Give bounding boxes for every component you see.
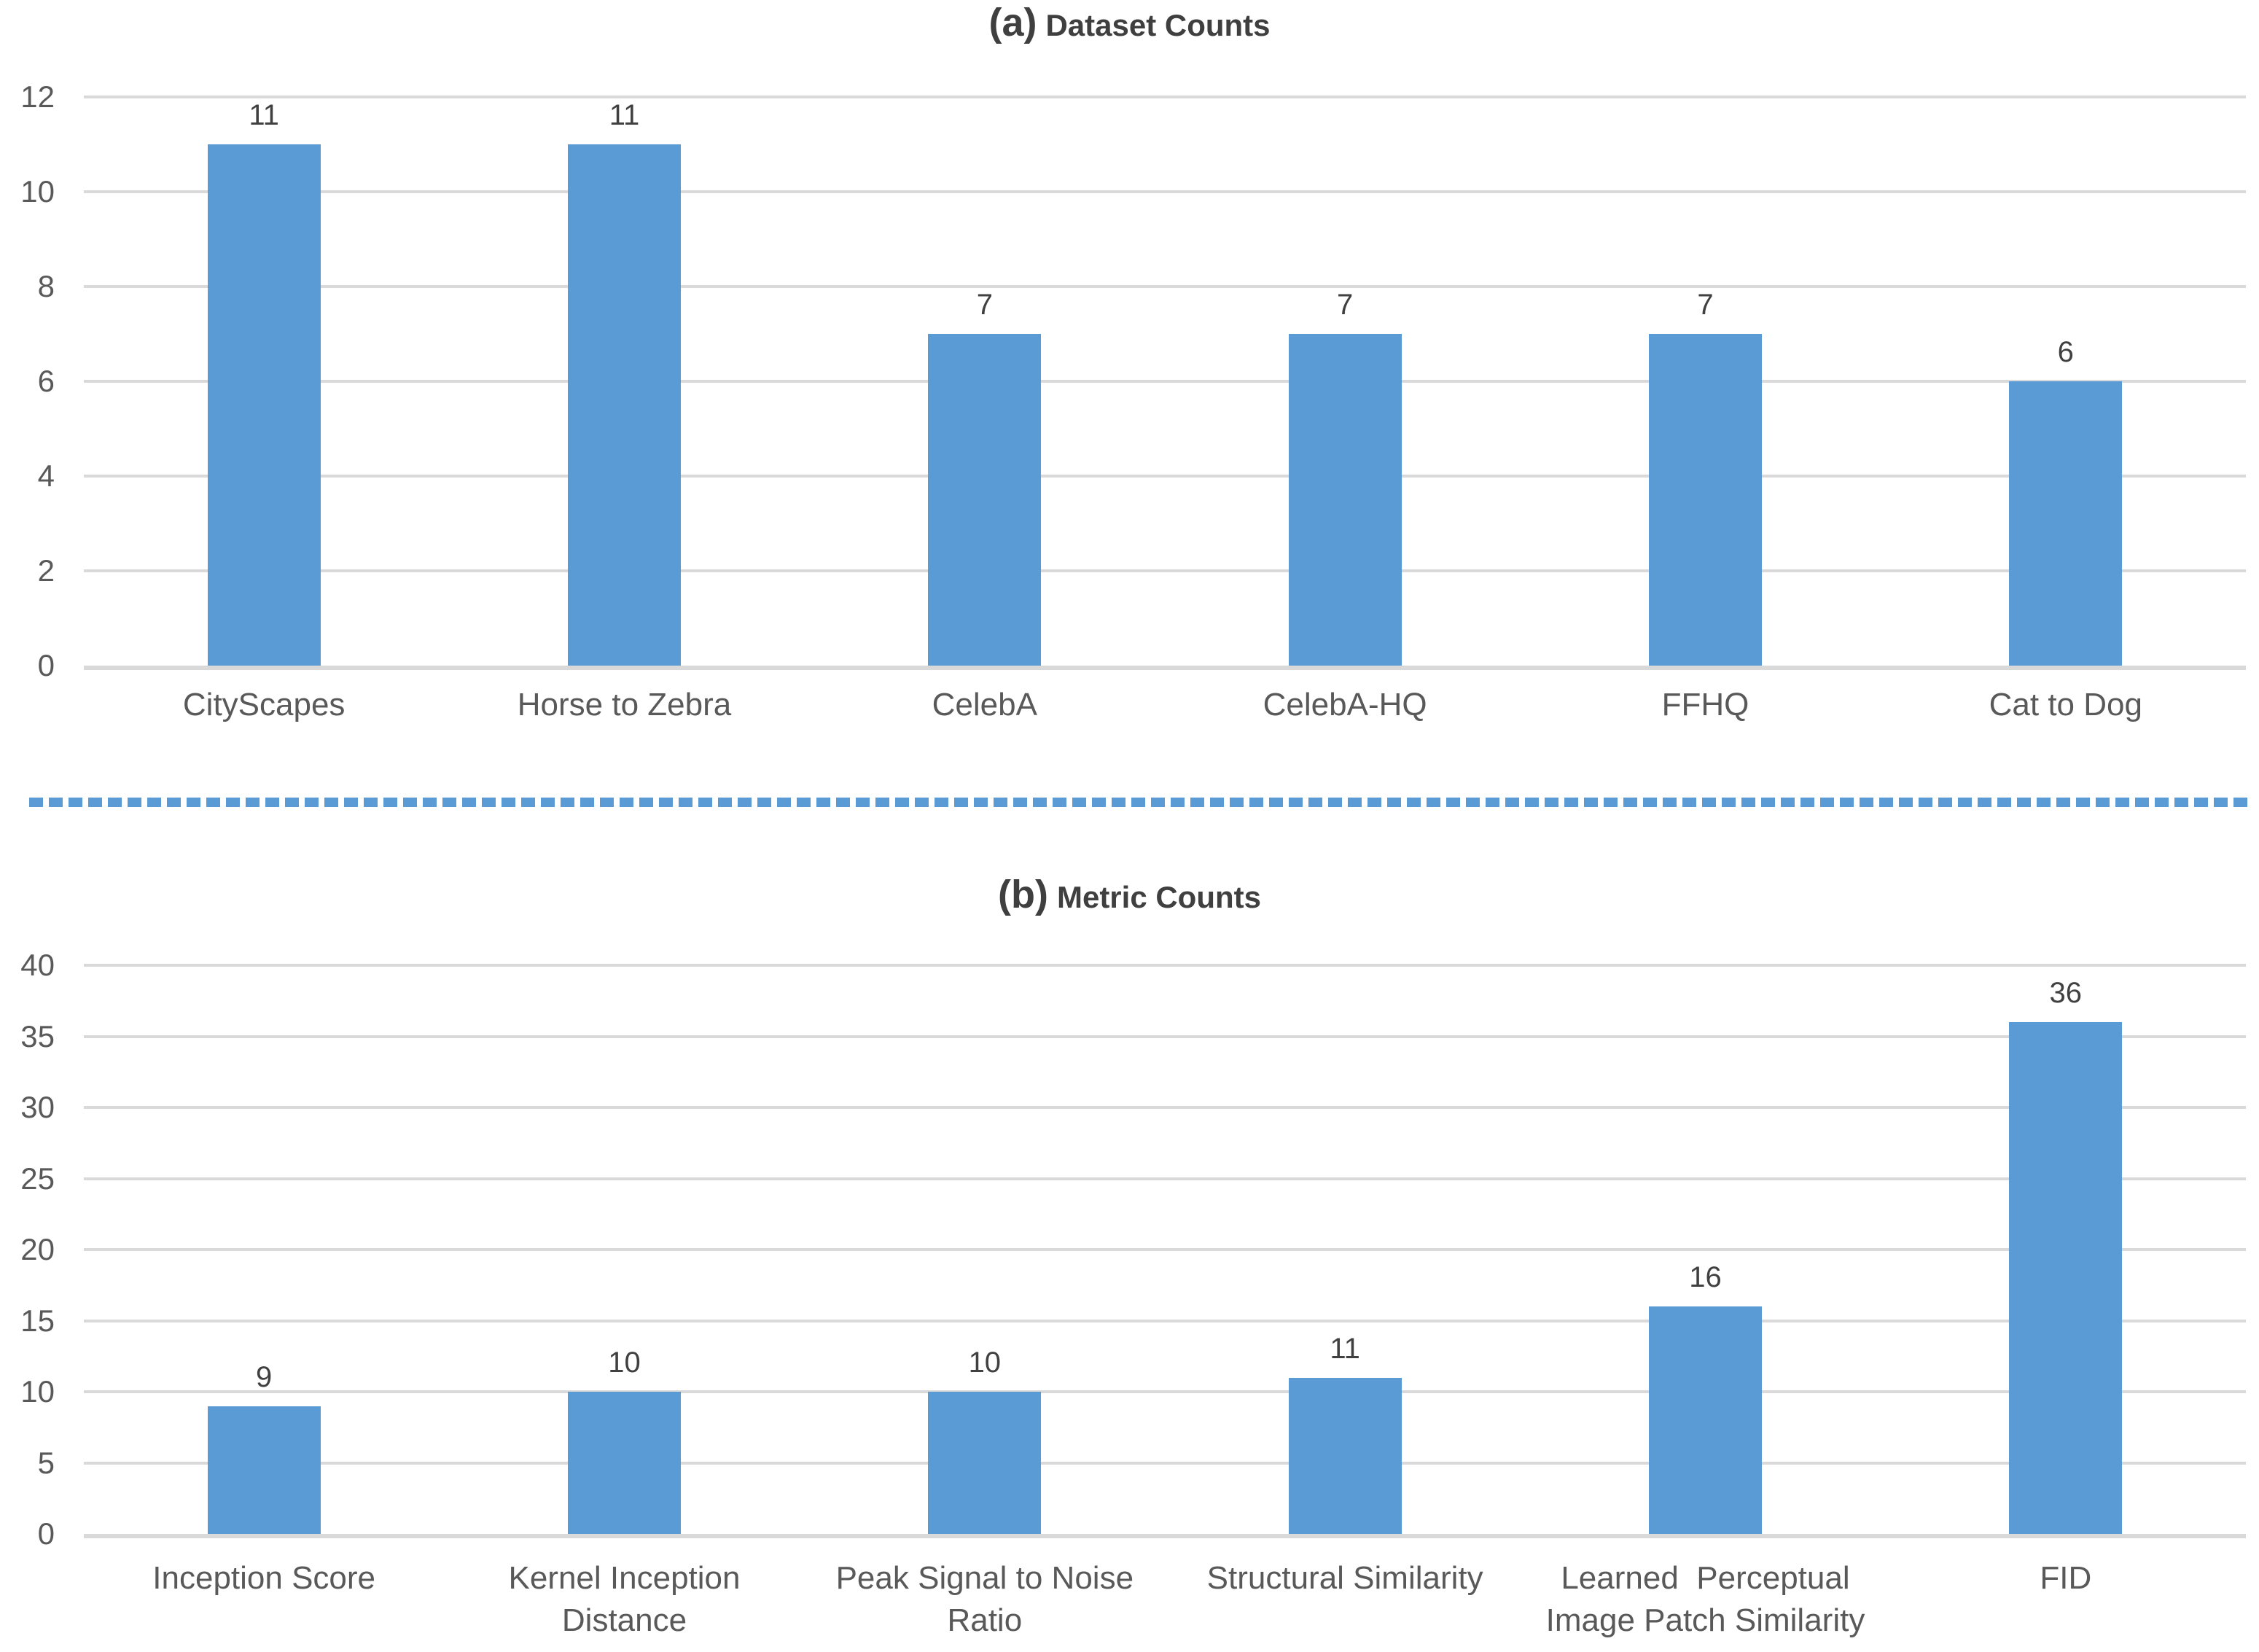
- gridline: [84, 569, 2246, 573]
- panel-b-x-axis: Inception Score Kernel Inception Distance…: [84, 1557, 2246, 1642]
- bar-slot: 10: [444, 965, 804, 1534]
- x-category-label: CityScapes: [182, 687, 346, 722]
- x-category-label: FFHQ: [1661, 687, 1749, 722]
- gridline: [84, 1248, 2246, 1251]
- bar: [2009, 1022, 2123, 1534]
- x-category-label: CelebA-HQ: [1263, 687, 1427, 722]
- panel-a-x-axis: CityScapes Horse to Zebra CelebA CelebA-HQ F…: [84, 684, 2246, 726]
- x-category-label: Inception Score: [152, 1560, 376, 1596]
- bar-slot: 16: [1525, 965, 1885, 1534]
- y-axis-tick-label: 25: [20, 1161, 55, 1196]
- panel-a-plot-area: 0 2 4 6 8 10 12 11 11 7 7 7 6: [20, 82, 2246, 681]
- bar: [207, 144, 321, 666]
- y-axis-tick-label: 2: [37, 553, 55, 588]
- bar: [1648, 334, 1762, 666]
- bar-value-label: 9: [256, 1360, 273, 1393]
- bar-slot: 7: [805, 97, 1165, 666]
- bar-slot: 10: [805, 965, 1165, 1534]
- gridline: [84, 1461, 2246, 1465]
- gridline: [84, 190, 2246, 193]
- bar-value-label: 11: [1330, 1332, 1360, 1365]
- bar-slot: 9: [84, 965, 444, 1534]
- y-axis-tick-label: 6: [37, 364, 55, 398]
- bar: [207, 1406, 321, 1534]
- gridline: [84, 285, 2246, 289]
- panel-b-title: (b) Metric Counts: [0, 872, 2259, 917]
- bar-value-label: 11: [249, 99, 279, 131]
- x-category-label: Kernel Inception Distance: [508, 1560, 741, 1638]
- x-category-label: Horse to Zebra: [517, 687, 732, 722]
- bar: [928, 334, 1042, 666]
- bar: [1648, 1306, 1762, 1534]
- gridline: [84, 964, 2246, 967]
- y-axis-tick-label: 8: [37, 269, 55, 304]
- gridline: [84, 1390, 2246, 1393]
- bar-value-label: 10: [968, 1347, 1002, 1379]
- panel-a-title-prefix: (a): [988, 1, 1037, 44]
- gridline: [84, 1319, 2246, 1322]
- y-axis-tick-label: 15: [20, 1303, 55, 1338]
- bar-slot: 6: [1886, 97, 2246, 666]
- gridline: [84, 475, 2246, 478]
- x-category-label: Structural Similarity: [1206, 1560, 1483, 1596]
- bar: [567, 1392, 681, 1534]
- bar-value-label: 7: [1697, 289, 1714, 321]
- panel-b-plot-area: 0 5 10 15 20 25 30 35 40 9 10 10 11 16 36: [20, 950, 2246, 1549]
- y-axis-tick-label: 40: [20, 948, 55, 982]
- y-axis-tick-label: 10: [20, 174, 55, 209]
- x-category-label: Learned Perceptual Image Patch Similarit…: [1545, 1560, 1865, 1638]
- bar-value-label: 7: [1337, 289, 1354, 321]
- gridline: [84, 1035, 2246, 1038]
- bar-slot: 7: [1525, 97, 1885, 666]
- panel-b-title-prefix: (b): [998, 873, 1048, 916]
- bar-value-label: 10: [608, 1347, 641, 1379]
- y-axis-tick-label: 5: [37, 1445, 55, 1480]
- dashed-divider-line: [29, 798, 2252, 807]
- bar: [2009, 381, 2123, 666]
- bar-value-label: 6: [2057, 336, 2074, 368]
- bar-value-label: 16: [1689, 1261, 1722, 1293]
- bar: [567, 144, 681, 666]
- bar-slot: 11: [444, 97, 804, 666]
- x-category-label: CelebA: [932, 687, 1037, 722]
- x-category-label: Peak Signal to Noise Ratio: [835, 1560, 1134, 1638]
- gridline: [84, 1177, 2246, 1180]
- y-axis-tick-label: 10: [20, 1374, 55, 1409]
- y-axis-tick-label: 4: [37, 459, 55, 494]
- y-axis-tick-label: 35: [20, 1018, 55, 1053]
- gridline: [84, 380, 2246, 383]
- bar-slot: 7: [1165, 97, 1525, 666]
- bar-slot: 11: [1165, 965, 1525, 1534]
- bars-container: 11 11 7 7 7 6: [84, 97, 2246, 666]
- panel-a-title: (a) Dataset Counts: [0, 0, 2259, 45]
- gridline: [84, 96, 2246, 98]
- y-axis-tick-label: 0: [37, 1516, 55, 1551]
- x-category-label: Cat to Dog: [1989, 687, 2142, 722]
- bars-container: 9 10 10 11 16 36: [84, 965, 2246, 1534]
- y-axis-tick-label: 0: [37, 648, 55, 682]
- y-axis-tick-label: 12: [20, 79, 55, 114]
- bar-value-label: 36: [2049, 977, 2083, 1009]
- bar-slot: 11: [84, 97, 444, 666]
- panel-b-title-text: Metric Counts: [1056, 880, 1261, 914]
- bar-value-label: 7: [976, 289, 993, 321]
- gridline: [84, 1106, 2246, 1109]
- x-category-label: FID: [2040, 1560, 2092, 1596]
- bar-slot: 36: [1886, 965, 2246, 1534]
- bar: [1288, 334, 1402, 666]
- y-axis-tick-label: 30: [20, 1090, 55, 1124]
- bar: [928, 1392, 1042, 1534]
- bar: [1288, 1377, 1402, 1534]
- bar-value-label: 11: [609, 99, 640, 131]
- panel-a-title-text: Dataset Counts: [1045, 8, 1271, 42]
- y-axis-tick-label: 20: [20, 1232, 55, 1266]
